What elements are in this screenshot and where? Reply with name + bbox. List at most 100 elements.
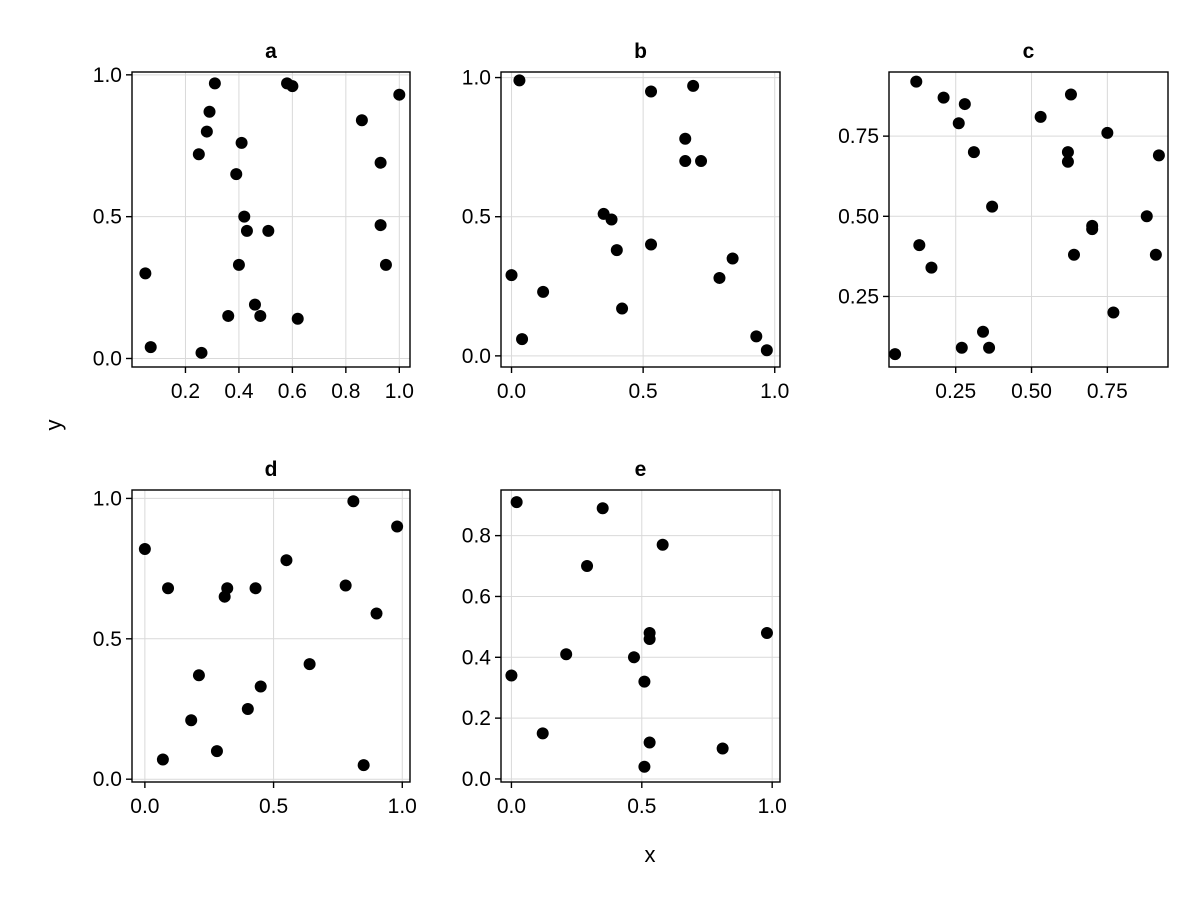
y-tick-label: 0.5 xyxy=(462,206,491,229)
y-tick-label: 1.0 xyxy=(93,487,122,510)
data-point xyxy=(144,341,157,354)
data-point xyxy=(505,669,518,682)
x-tick-label: 0.4 xyxy=(224,380,254,403)
data-point xyxy=(303,658,316,671)
x-tick-label: 0.0 xyxy=(497,380,526,403)
x-tick-label: 0.6 xyxy=(278,380,307,403)
data-point xyxy=(249,582,262,595)
data-point xyxy=(750,330,763,343)
data-point xyxy=(958,98,971,111)
y-tick-label: 0.8 xyxy=(462,525,491,548)
data-point xyxy=(254,680,267,693)
data-point xyxy=(357,759,370,772)
y-tick-label: 0.0 xyxy=(93,768,122,791)
panel-a: 0.2 0.4 0.6 0.8 1.0 0.0 0.5 1.0 a xyxy=(93,40,414,403)
data-point xyxy=(513,74,526,87)
data-point xyxy=(638,675,651,688)
data-point xyxy=(1061,146,1074,159)
panel-c: 0.25 0.50 0.75 0.25 0.50 0.75 c xyxy=(838,40,1169,403)
data-point xyxy=(210,745,223,758)
y-tick-label: 0.25 xyxy=(838,285,879,308)
data-point xyxy=(1107,306,1120,319)
data-point xyxy=(1086,223,1099,236)
data-point xyxy=(955,341,968,354)
data-point xyxy=(138,542,151,555)
panel-b: 0.0 0.5 1.0 0.0 0.5 1.0 b xyxy=(462,40,790,403)
x-tick-label: 1.0 xyxy=(760,380,789,403)
data-point xyxy=(339,579,352,592)
data-point xyxy=(254,309,267,322)
x-tick-label: 1.0 xyxy=(385,380,414,403)
data-point xyxy=(221,582,234,595)
panel-title: d xyxy=(265,458,278,481)
data-point xyxy=(687,79,700,92)
data-point xyxy=(536,727,549,740)
x-tick-label: 0.5 xyxy=(627,795,656,818)
data-point xyxy=(679,155,692,168)
panel-title: a xyxy=(265,40,277,63)
data-point xyxy=(235,136,248,149)
data-point xyxy=(185,714,198,727)
data-point xyxy=(139,267,152,280)
x-tick-label: 0.25 xyxy=(935,380,976,403)
data-point xyxy=(760,626,773,639)
data-point xyxy=(248,298,261,311)
data-point xyxy=(645,238,658,251)
y-tick-label: 0.2 xyxy=(462,707,491,730)
data-point xyxy=(605,213,618,226)
data-point xyxy=(645,85,658,98)
data-point xyxy=(280,554,293,567)
data-point xyxy=(238,210,251,223)
data-point xyxy=(596,502,609,515)
y-tick-label: 0.0 xyxy=(462,768,491,791)
data-point xyxy=(286,80,299,93)
data-point xyxy=(560,648,573,661)
data-point xyxy=(192,669,205,682)
data-point xyxy=(713,271,726,284)
plot-frame xyxy=(500,71,781,368)
y-tick-label: 0.5 xyxy=(93,628,122,651)
data-point xyxy=(241,703,254,715)
data-point xyxy=(200,125,213,138)
data-point xyxy=(208,77,221,90)
data-point xyxy=(643,633,656,646)
data-point xyxy=(1061,155,1074,168)
data-point xyxy=(986,200,999,213)
data-point xyxy=(393,88,406,101)
data-point xyxy=(656,538,669,551)
data-point xyxy=(726,252,739,265)
data-point xyxy=(1034,110,1047,123)
panel-title: c xyxy=(1023,40,1035,63)
plot-frame xyxy=(131,71,411,368)
data-point xyxy=(347,495,360,508)
plot-frame xyxy=(500,489,781,783)
y-tick-label: 1.0 xyxy=(462,67,491,90)
data-point xyxy=(716,742,729,755)
y-tick-label: 0.75 xyxy=(838,125,879,148)
data-point xyxy=(1140,210,1153,223)
data-point xyxy=(230,168,243,181)
data-point xyxy=(505,269,518,282)
data-point xyxy=(977,325,990,338)
data-point xyxy=(291,312,304,325)
data-point xyxy=(1064,88,1077,101)
data-point xyxy=(370,607,383,620)
data-point xyxy=(627,651,640,664)
data-point xyxy=(1152,149,1165,162)
data-point xyxy=(203,105,216,118)
data-point xyxy=(952,117,965,130)
x-tick-label: 0.5 xyxy=(629,380,658,403)
x-tick-label: 0.0 xyxy=(130,795,159,818)
data-point xyxy=(516,333,529,346)
x-tick-label: 1.0 xyxy=(758,795,787,818)
y-tick-label: 0.6 xyxy=(462,585,491,608)
panel-title: e xyxy=(635,458,647,481)
data-point xyxy=(638,760,651,773)
data-point xyxy=(374,219,387,232)
x-tick-label: 0.8 xyxy=(331,380,360,403)
x-tick-label: 0.0 xyxy=(497,795,526,818)
x-tick-label: 1.0 xyxy=(388,795,417,818)
data-point xyxy=(910,75,923,88)
data-point xyxy=(537,285,550,298)
data-point xyxy=(391,520,404,533)
